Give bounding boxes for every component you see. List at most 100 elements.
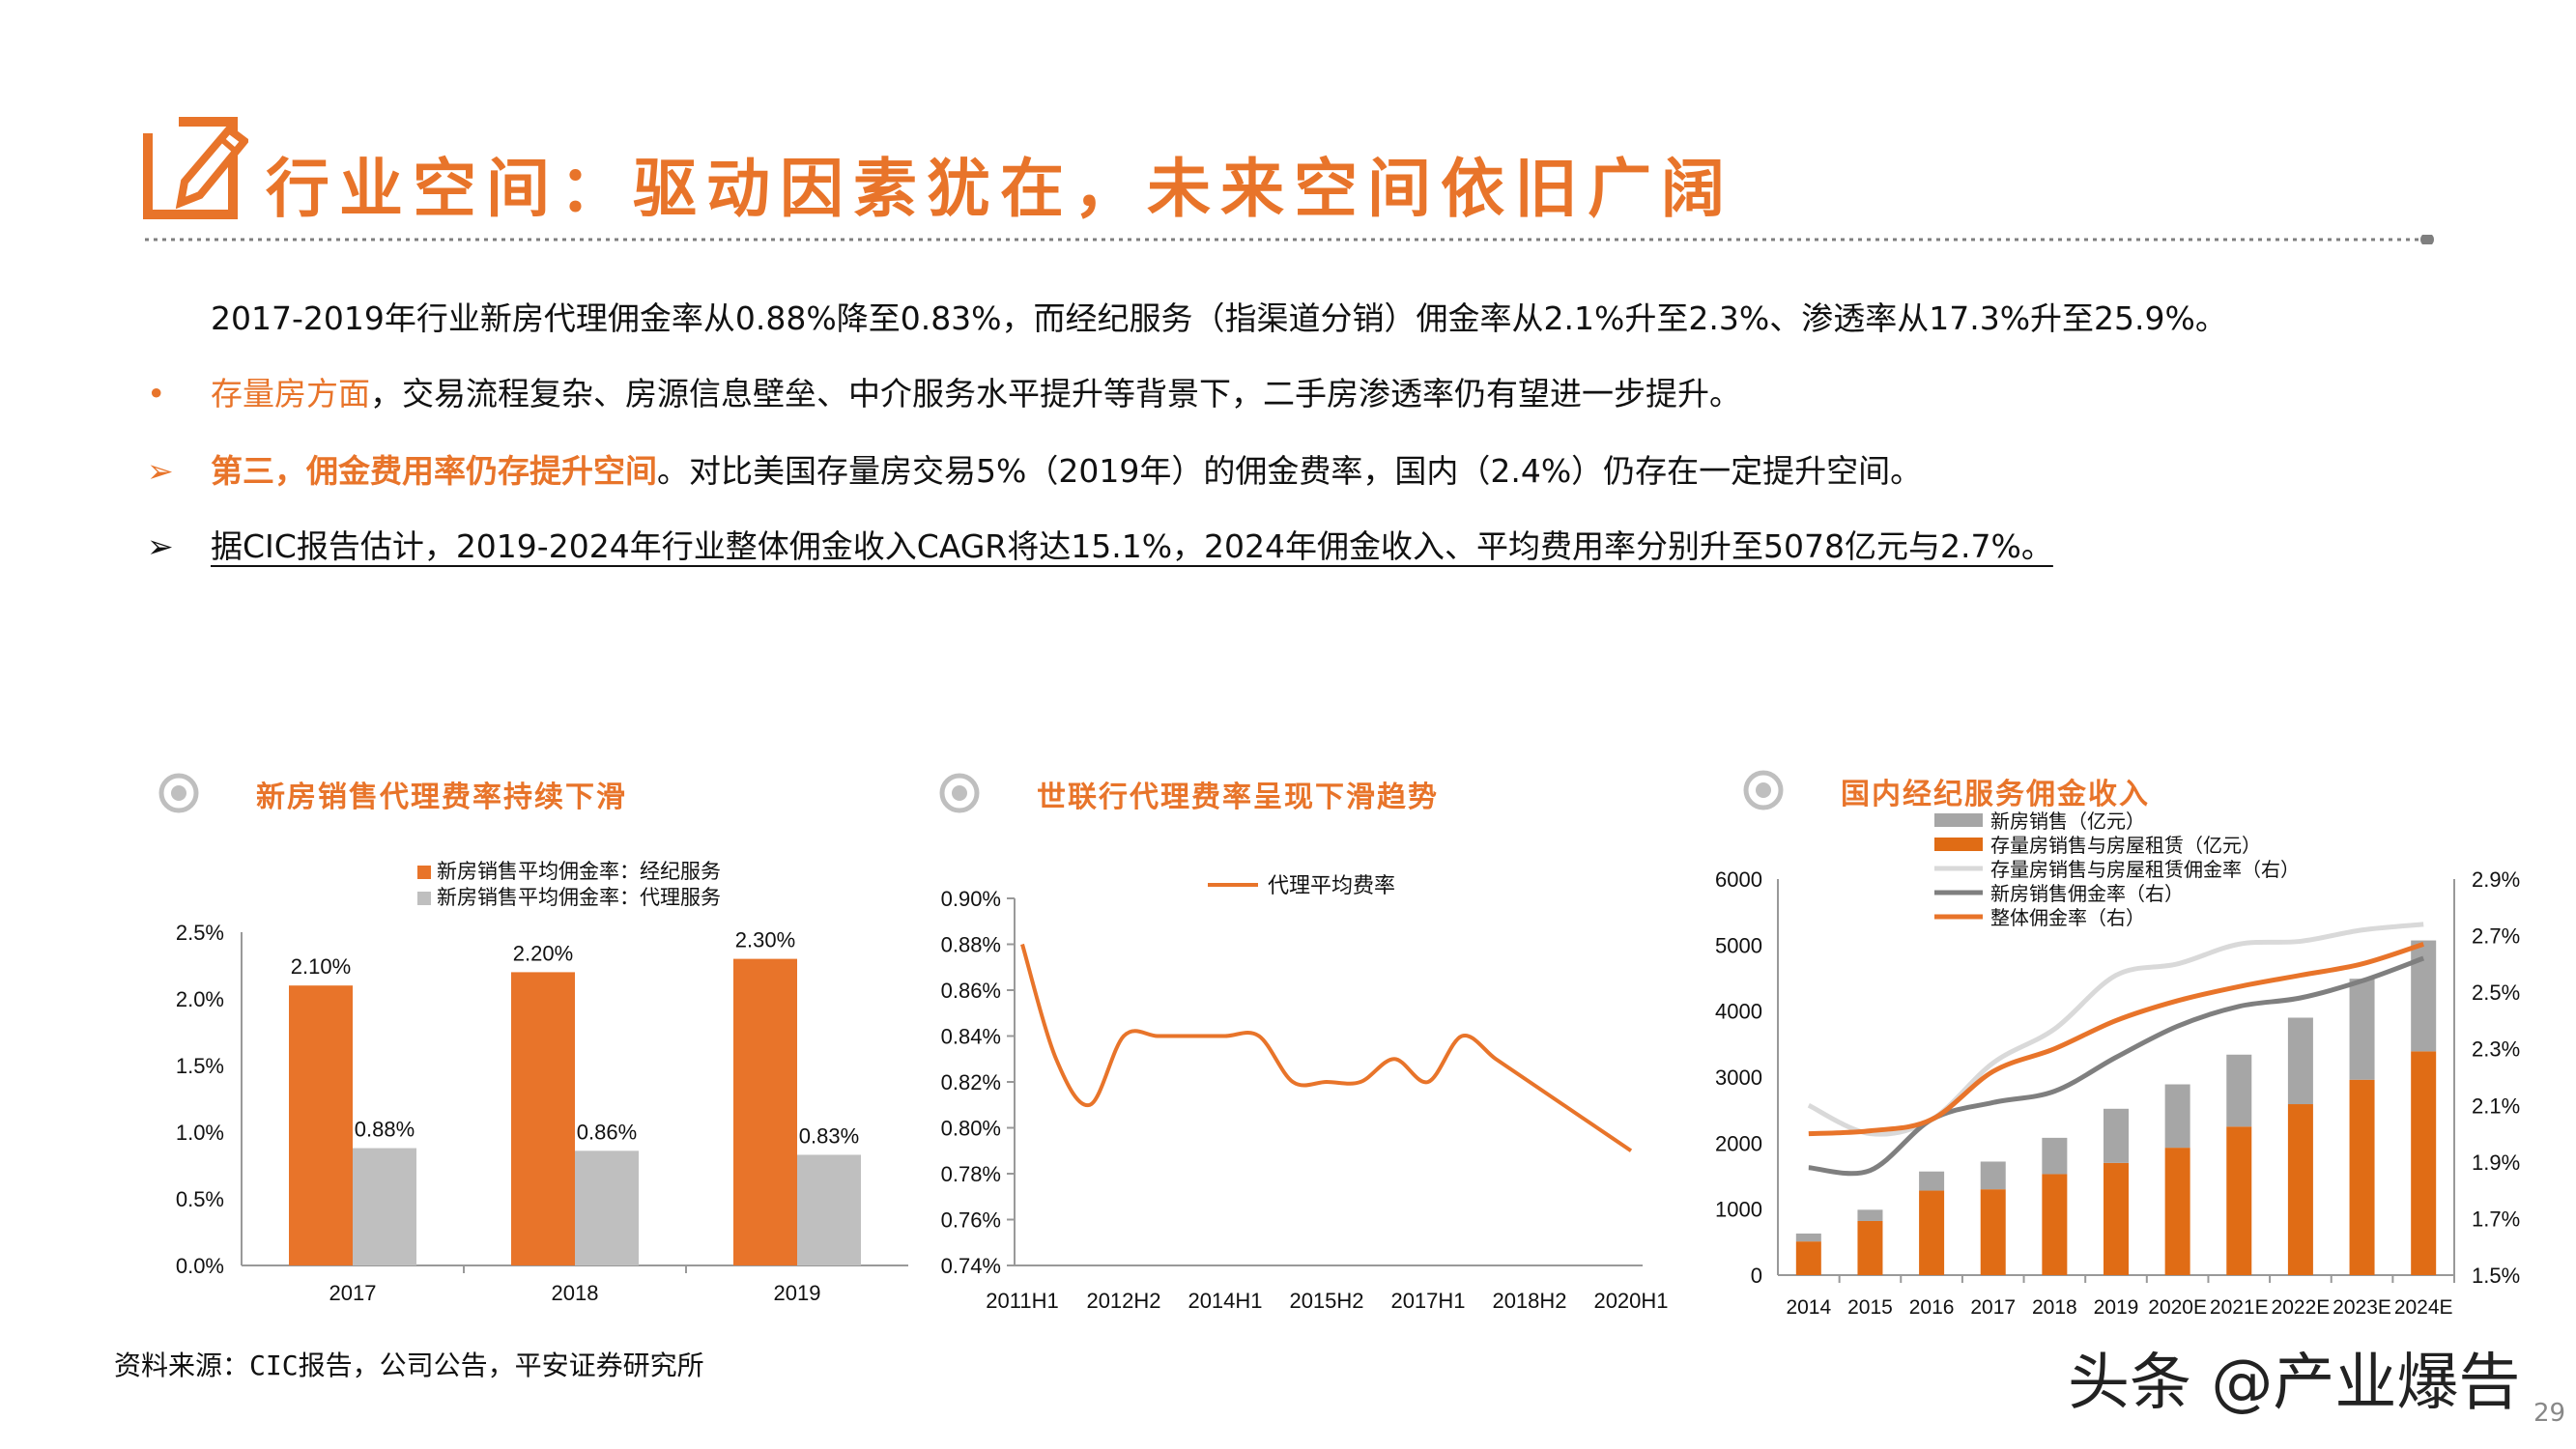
bar-existing-housing [1795, 1241, 1821, 1275]
x-tick-label: 2018 [552, 1281, 599, 1305]
left-tick-label: 1000 [1715, 1198, 1762, 1222]
chart1-title: 新房销售代理费率持续下滑 [256, 781, 627, 814]
right-tick-label: 2.7% [2472, 924, 2520, 949]
left-tick-label: 5000 [1715, 933, 1762, 957]
legend-label: 代理平均费率 [1268, 873, 1395, 897]
bar-brokerage [289, 985, 353, 1265]
bar-new-housing [1795, 1233, 1821, 1242]
y-tick-label: 0.88% [941, 933, 1001, 957]
data-label: 0.88% [355, 1118, 415, 1142]
right-tick-label: 2.5% [2472, 980, 2520, 1005]
y-tick-label: 0.78% [941, 1162, 1001, 1186]
bar-new-housing [2042, 1137, 2068, 1175]
y-tick-label: 0.80% [941, 1117, 1001, 1141]
right-tick-label: 1.5% [2472, 1264, 2520, 1288]
bar-new-housing [2349, 979, 2375, 1080]
x-tick-label: 2012H2 [1086, 1289, 1160, 1313]
chart3-title: 国内经纪服务佣金收入 [1841, 778, 2150, 811]
line-overall-commission-rate [1808, 941, 2424, 1137]
bar-brokerage [733, 958, 797, 1265]
bar-new-housing [2287, 1017, 2313, 1105]
bar-new-housing [1919, 1171, 1945, 1191]
target-icon [939, 773, 980, 813]
left-tick-label: 6000 [1715, 867, 1762, 892]
y-tick-label: 0.86% [941, 979, 1001, 1003]
x-tick-label: 2017 [329, 1281, 377, 1305]
legend-swatch [1934, 838, 1983, 851]
x-tick-label: 2015 [1847, 1296, 1893, 1319]
line-existing-commission-rate [1807, 922, 2424, 1137]
chart2-title: 世联行代理费率呈现下滑趋势 [1037, 781, 1439, 814]
arrow-bullet-icon: ➢ [147, 452, 174, 490]
x-tick-label: 2014 [1786, 1296, 1831, 1319]
bullet-existing-housing: 存量房方面，交易流程复杂、房源信息壁垒、中介服务水平提升等背景下，二手房渗透率仍… [211, 373, 1741, 415]
target-icon [1743, 770, 1784, 810]
right-tick-label: 2.1% [2472, 1094, 2520, 1118]
bar-agency [797, 1154, 861, 1265]
legend-label: 存量房销售与房屋租赁佣金率（右） [1990, 859, 2300, 881]
left-tick-label: 4000 [1715, 1000, 1762, 1024]
bar-existing-housing [2104, 1162, 2129, 1275]
data-label: 2.10% [291, 954, 351, 979]
bar-existing-housing [2042, 1174, 2068, 1275]
bullet-marker: • [147, 375, 166, 412]
right-tick-label: 1.9% [2472, 1151, 2520, 1175]
arrow-bullet-icon: ➢ [147, 527, 174, 565]
chart3-brokerage-revenue-chart: 0 1000 2000 3000 4000 5000 6000 1.5% 1.7% 1.9% 2.1… [1715, 810, 2520, 1319]
legend-swatch [1934, 813, 1983, 827]
source-note: 资料来源：CIC报告，公司公告，平安证券研究所 [114, 1350, 704, 1381]
left-tick-label: 3000 [1715, 1065, 1762, 1090]
x-tick-label: 2018 [2032, 1296, 2077, 1319]
chart2-agency-rate-line-chart: 0.74% 0.76% 0.78% 0.80% 0.82% 0.84% 0.86% 0.88%… [941, 873, 1669, 1313]
bullet-highlight: 第三，佣金费用率仍存提升空间 [211, 452, 657, 490]
bullet-highlight: 存量房方面 [211, 375, 370, 412]
x-tick-label: 2019 [2094, 1296, 2139, 1319]
pencil-logo-icon [140, 114, 248, 219]
x-tick-label: 2015H2 [1289, 1289, 1363, 1313]
bar-existing-housing [2287, 1104, 2313, 1275]
data-label: 0.86% [577, 1120, 637, 1144]
legend-label: 新房销售平均佣金率：经纪服务 [437, 861, 721, 883]
y-tick-label: 0.5% [176, 1187, 224, 1211]
x-tick-label: 2022E [2272, 1296, 2331, 1319]
right-tick-label: 2.9% [2472, 867, 2520, 892]
left-tick-label: 2000 [1715, 1131, 1762, 1155]
y-tick-label: 0.76% [941, 1208, 1001, 1233]
legend-label: 新房销售佣金率（右） [1990, 883, 2184, 905]
bar-existing-housing [2226, 1126, 2252, 1275]
y-tick-label: 0.82% [941, 1070, 1001, 1094]
legend-label: 整体佣金率（右） [1990, 907, 2145, 929]
bar-existing-housing [2164, 1148, 2190, 1275]
bar-new-housing [1857, 1209, 1883, 1221]
y-tick-label: 0.84% [941, 1025, 1001, 1049]
x-tick-label: 2017 [1970, 1296, 2016, 1319]
x-tick-label: 2014H1 [1188, 1289, 1262, 1313]
bar-existing-housing [1919, 1190, 1945, 1275]
series-line-agency-rate [1020, 943, 1633, 1152]
x-tick-label: 2019 [774, 1281, 821, 1305]
y-tick-label: 1.5% [176, 1054, 224, 1078]
right-tick-label: 1.7% [2472, 1207, 2520, 1231]
legend-label: 新房销售（亿元） [1990, 810, 2145, 833]
bar-existing-housing [1980, 1189, 2006, 1275]
x-tick-label: 2016 [1909, 1296, 1955, 1319]
legend-swatch [417, 892, 431, 905]
chart1-commission-bar-chart: 0.0% 0.5% 1.0% 1.5% 2.0% 2.5% 2017 2.10% 0.88% 20… [176, 861, 908, 1305]
bullet-cic-estimate: 据CIC报告估计，2019-2024年行业整体佣金收入CAGR将达15.1%，2… [211, 527, 2053, 565]
bar-agency [575, 1151, 639, 1265]
x-tick-label: 2020H1 [1593, 1289, 1668, 1313]
x-tick-label: 2024E [2394, 1296, 2453, 1319]
bar-new-housing [1980, 1161, 2006, 1190]
data-label: 2.20% [513, 941, 573, 965]
intro-paragraph: 2017-2019年行业新房代理佣金率从0.88%降至0.83%，而经纪服务（指… [211, 299, 2227, 337]
data-label: 2.30% [735, 928, 795, 952]
x-tick-label: 2017H1 [1390, 1289, 1465, 1313]
x-tick-label: 2020E [2148, 1296, 2207, 1319]
line-new-commission-rate [1808, 955, 2425, 1177]
page-number: 29 [2533, 1399, 2566, 1428]
y-tick-label: 1.0% [176, 1121, 224, 1145]
bar-new-housing [2411, 940, 2437, 1052]
y-tick-label: 2.0% [176, 987, 224, 1011]
right-tick-label: 2.3% [2472, 1037, 2520, 1062]
bar-new-housing [2104, 1108, 2129, 1163]
